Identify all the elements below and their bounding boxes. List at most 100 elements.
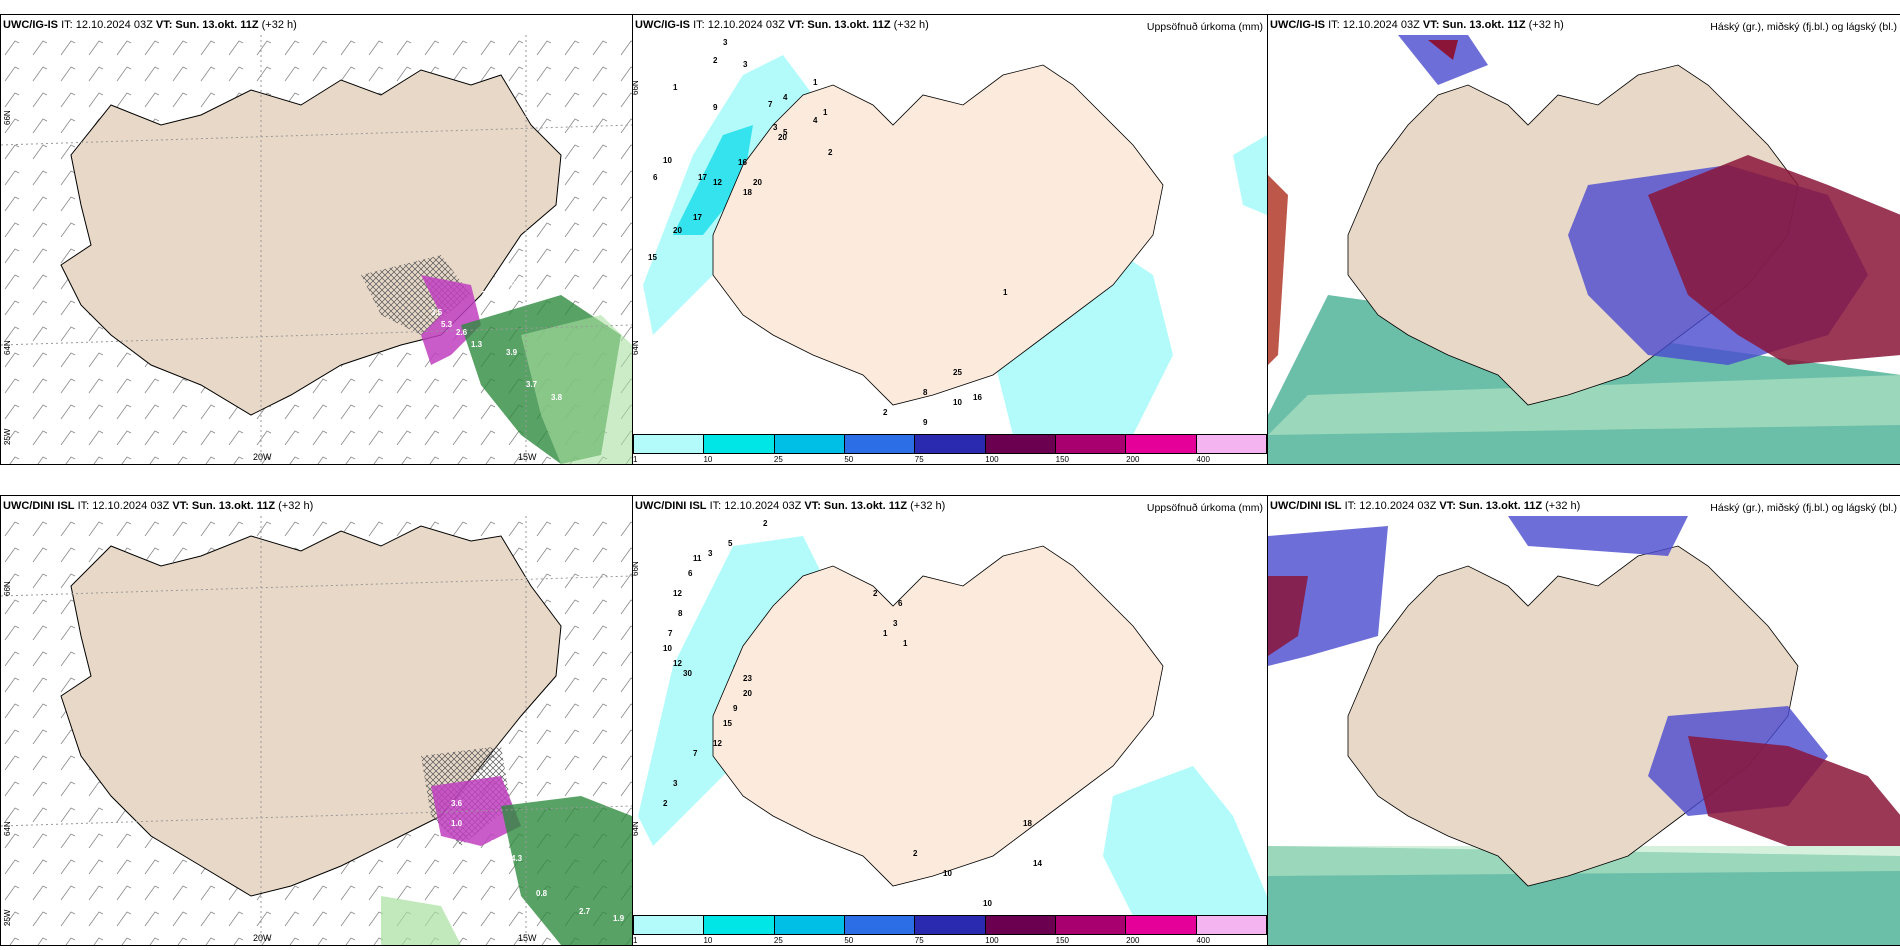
high-cloud-east	[1648, 155, 1900, 365]
init-time: IT: 12.10.2024 03Z	[1344, 500, 1437, 512]
map-value-label: 20	[673, 226, 682, 235]
map-value-label: 10	[983, 899, 992, 908]
wind-gust-map: 4.5 3.6 1.0 5.0 4.3 0.8 2.7 1.9	[1, 516, 632, 945]
panel-header: UWC/IG-IS IT: 12.10.2024 03Z VT: Sun. 13…	[1270, 19, 1564, 31]
valid-time: VT: Sun. 13.okt. 11Z	[1439, 500, 1543, 512]
lat-label-64n: 64N	[3, 821, 12, 836]
model-name: UWC/IG-IS	[1270, 19, 1325, 31]
gust-value-labels: 4.5 3.6 1.0 5.0 4.3 0.8 2.7 1.9	[151, 529, 625, 923]
map-value-label: 30	[683, 669, 692, 678]
iceland-landmass	[712, 64, 1164, 406]
map-value-label: 3.6	[451, 799, 463, 808]
colorbar-tick-label: 100	[985, 936, 999, 945]
map-value-label: 12	[673, 659, 682, 668]
colorbar-swatch	[844, 435, 916, 453]
precip-area-west-heavy	[673, 125, 753, 235]
map-value-label: 10	[943, 869, 952, 878]
map-value-label: 3	[893, 619, 898, 628]
map-value-label: 3.9	[506, 348, 518, 357]
map-value-label: 6	[898, 599, 903, 608]
init-time: IT: 12.10.2024 03Z	[693, 19, 785, 31]
colorbar-tick-label: 150	[1055, 936, 1070, 945]
map-value-label: 3	[743, 60, 748, 69]
model-name: UWC/IG-IS	[635, 19, 690, 31]
colorbar-swatch	[915, 916, 986, 934]
lead-time: (+32 h)	[261, 19, 297, 31]
map-value-label: 2	[913, 849, 918, 858]
lead-time: (+32 h)	[1528, 19, 1564, 31]
panel-title: Háský (gr.), miðský (fj.bl.) og lágský (…	[1710, 502, 1897, 514]
model-name: UWC/IG-IS	[3, 19, 58, 31]
lat-label-25w: 25W	[3, 909, 12, 926]
graticule-66n	[1, 575, 632, 597]
colorbar-swatch	[1055, 435, 1127, 453]
precip-value-labels: 2531161287101230232091512732263111814101…	[663, 519, 1042, 908]
map-value-label: 4.5	[151, 529, 163, 538]
map-value-label: 15	[723, 719, 732, 728]
lead-time: (+32 h)	[910, 500, 946, 512]
graticule-66n	[1, 124, 632, 146]
map-value-label: 2	[663, 799, 668, 808]
map-value-label: 1	[673, 83, 678, 92]
colorbar-ticks: 1 10 25 50 75 100 150 200 400	[633, 936, 1267, 945]
gust-light-green	[521, 315, 632, 464]
colorbar-tick-label: 25	[773, 936, 783, 945]
lon-label-15w: 15W	[518, 452, 537, 462]
map-value-label: 5.3	[441, 320, 453, 329]
gust-light-green	[381, 896, 461, 945]
colorbar-swatch	[985, 916, 1056, 934]
map-value-label: 5.0	[491, 839, 503, 848]
colorbar-swatch	[915, 435, 986, 453]
map-value-label: 2	[828, 148, 833, 157]
high-cloud-east	[1688, 736, 1900, 846]
map-value-label: 10	[663, 644, 672, 653]
colorbar-tick-label: 200	[1126, 936, 1140, 945]
map-value-label: 4	[783, 93, 788, 102]
map-value-label: 17	[698, 173, 707, 182]
map-value-label: 8	[923, 388, 928, 397]
precip-colorbar	[633, 915, 1267, 935]
precip-colorbar	[633, 434, 1267, 454]
cloud-map-panel-top: UWC/IG-IS IT: 12.10.2024 03Z VT: Sun. 13…	[1267, 14, 1900, 465]
colorbar-tick-label: 50	[844, 936, 854, 945]
map-value-label: 7	[668, 629, 673, 638]
map-value-label: 1	[1003, 288, 1008, 297]
model-name: UWC/DINI ISL	[3, 500, 75, 512]
map-value-label: 16	[973, 393, 982, 402]
colorbar-swatch	[1196, 916, 1266, 934]
colorbar-swatch	[1126, 435, 1197, 453]
map-value-label: 3	[708, 549, 713, 558]
map-value-label: 2	[873, 589, 878, 598]
map-value-label: 11	[693, 554, 702, 563]
map-value-label: 1	[823, 108, 828, 117]
map-value-label: 6	[688, 569, 693, 578]
map-value-label: 20	[778, 133, 787, 142]
precip-area-southeast	[1103, 766, 1267, 916]
lon-label-20w: 20W	[253, 452, 272, 462]
colorbar-tick-label: 400	[1196, 455, 1210, 464]
high-cloud-west	[1268, 175, 1288, 365]
map-value-label: 0.8	[536, 889, 548, 898]
panel-title: Uppsöfnuð úrkoma (mm)	[1146, 21, 1263, 33]
precipitation-map: 32 319 74310201716121820617201514521258101…	[643, 38, 1267, 435]
mid-cloud-north	[1508, 516, 1688, 556]
map-value-label: 2.7	[579, 907, 591, 916]
map-value-label: 25	[953, 368, 962, 377]
map-value-label: 6	[653, 173, 658, 182]
colorbar-ticks: 1 10 25 50 75 100 150 200 400	[633, 455, 1267, 464]
map-value-label: 8	[678, 609, 683, 618]
map-value-label: 10	[663, 156, 672, 165]
lat-label-64n: 64N	[3, 340, 12, 355]
iceland-landmass	[712, 545, 1164, 887]
colorbar-swatch	[774, 435, 845, 453]
gust-purple	[421, 275, 481, 365]
colorbar-swatch	[1196, 435, 1266, 453]
lat-label-66n: 66N	[632, 561, 640, 576]
colorbar-swatch	[1126, 916, 1197, 934]
map-value-label: 3.7	[526, 380, 538, 389]
colorbar-swatch	[774, 916, 845, 934]
colorbar-swatch	[634, 435, 705, 453]
wind-map-panel-top: UWC/IG-IS IT: 12.10.2024 03Z VT: Sun. 13…	[0, 14, 633, 465]
panel-header: UWC/IG-IS IT: 12.10.2024 03Z VT: Sun. 13…	[3, 19, 297, 31]
lead-time: (+32 h)	[893, 19, 929, 31]
